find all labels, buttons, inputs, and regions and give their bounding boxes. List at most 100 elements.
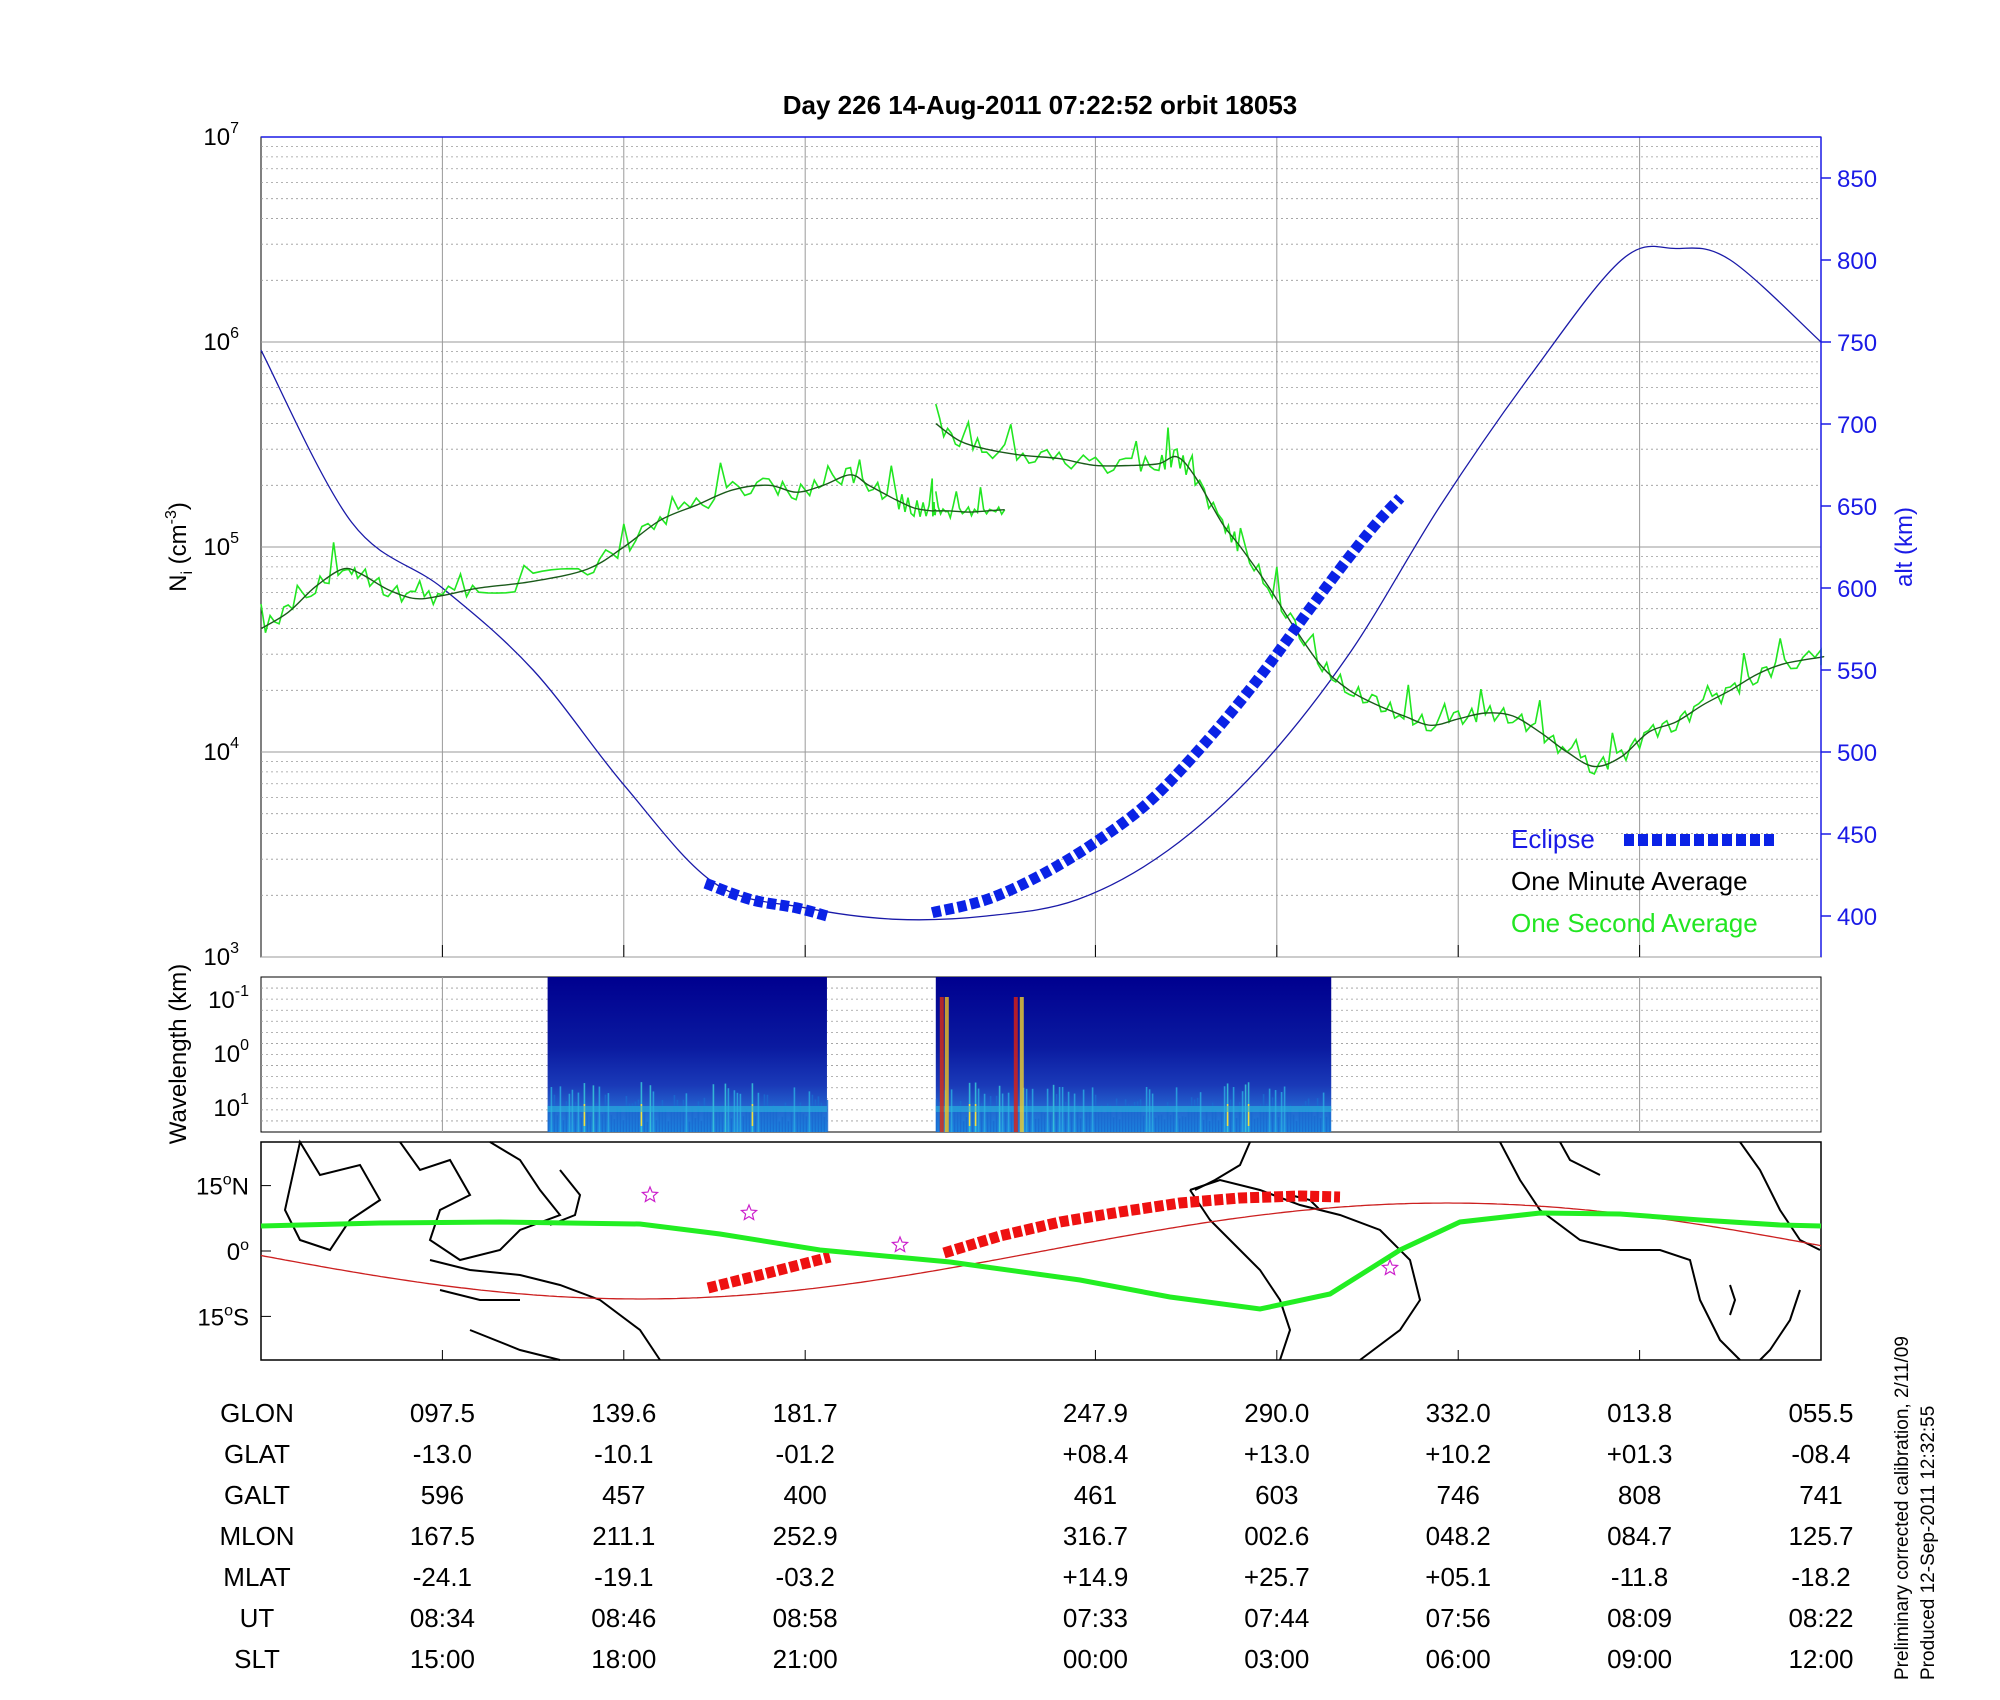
spectrogram-streak [745,1109,748,1132]
spectrogram-streak [935,1099,938,1132]
ytick-base: 10 [203,534,230,561]
spectrogram-streak [637,1099,640,1132]
spectrogram-streak [1088,1105,1091,1132]
spectrogram-streak [547,1105,550,1132]
lat-value: 15 [197,1304,224,1331]
ephemeris-cell: 125.7 [1788,1521,1853,1551]
ephemeris-cell: 603 [1255,1480,1298,1510]
spectrogram-hot [1247,1104,1250,1126]
ephemeris-cell: 06:00 [1426,1644,1491,1674]
coastline [1194,1141,1251,1191]
spectrogram-streak [658,1108,661,1132]
spectrogram-streak [787,1121,790,1132]
spectrogram-streak [697,1101,700,1132]
spectrogram-streak [1115,1098,1118,1132]
ephemeris-cell: -08.4 [1791,1439,1850,1469]
spectrogram-streak [1199,1092,1202,1132]
spectrogram-streak [802,1113,805,1132]
spectrogram-streak [709,1112,712,1132]
footnote-line2: Produced 12-Sep-2011 12:32:55 [1918,1406,1939,1680]
spectrogram-streak [634,1101,637,1132]
spectrogram-streak [1001,1093,1004,1132]
spectrogram-streak [1217,1120,1220,1132]
map-red-segment [942,1190,1341,1259]
legend-eclipse-label: Eclipse [1511,824,1595,854]
spectrogram-streak [694,1118,697,1132]
ephemeris-cell: -18.2 [1791,1562,1850,1592]
altitude-ylabel: alt (km) [1891,507,1918,587]
spectrogram-streak [685,1093,688,1132]
spectrogram-streak [1100,1104,1103,1132]
coastline [469,1329,561,1361]
spectrogram-streak [1124,1099,1127,1132]
spectrogram-streak [1028,1099,1031,1132]
spectrogram-streak [613,1119,616,1132]
density-ytick-label: 106 [203,325,239,356]
spectrogram-streak [790,1106,793,1132]
spectrogram-streak [1064,1102,1067,1132]
ephemeris-cell: 08:22 [1788,1603,1853,1633]
spectrogram-streak [1259,1104,1262,1132]
altitude-tick-label: 450 [1837,822,1877,849]
spectrogram-streak [983,1093,986,1132]
spectrogram-streak [1085,1106,1088,1132]
spectrogram-hot [1226,1104,1229,1126]
spectrogram-streak [1178,1118,1181,1132]
eclipse-line [930,494,1405,919]
altitude-line [260,245,1822,921]
spectrogram-streak [814,1099,817,1132]
spectrogram-streak [679,1110,682,1132]
spectrogram-streak [965,1117,968,1132]
spectrogram-streak [625,1096,628,1132]
coastline [439,1289,520,1301]
ylabel-main: N [165,575,192,592]
spectrogram-streak [1103,1112,1106,1132]
spectrogram-hot [640,1104,643,1126]
spectrogram-streak [1055,1094,1058,1132]
spectrogram-streak [1163,1119,1166,1132]
spectrogram-streak [1304,1101,1307,1132]
spectrogram-streak [1328,1107,1331,1132]
coastline [399,1141,562,1262]
spectrogram-streak [1325,1116,1328,1132]
spectrogram-band [547,1106,827,1112]
spectrogram-streak [1307,1098,1310,1132]
spectrogram-streak [742,1116,745,1132]
ytick-exp: 0 [240,1037,249,1054]
coastline [1559,1141,1601,1176]
coastline [1289,1194,1321,1211]
spectrogram-streak [1070,1107,1073,1132]
spectrogram-streak [739,1093,742,1132]
ytick-exp: 3 [230,940,239,957]
ytick-exp: 4 [230,735,239,752]
density-ytick-label: 105 [203,530,239,561]
spectrogram-streak [1208,1121,1211,1132]
spectrogram-hot-column [1013,997,1018,1132]
coastline [429,1259,661,1361]
spectrogram-streak [631,1103,634,1132]
spectrogram-hot-column [1019,997,1024,1132]
spectrogram-streak [1172,1109,1175,1132]
spectrogram-streak [1118,1119,1121,1132]
map-star-marker [1380,1258,1400,1276]
ephemeris-cell: 15:00 [410,1644,475,1674]
spectrogram-hot-column [939,997,944,1132]
spectrogram-streak [1007,1092,1010,1132]
ephemeris-row-label: UT [240,1603,275,1633]
ephemeris-cell: 07:44 [1244,1603,1309,1633]
spectrogram-streak [664,1107,667,1132]
coastline [283,1139,382,1252]
spectrogram-streak [553,1094,556,1132]
spectrogram-streak [1229,1099,1232,1132]
spectrogram-streak [1139,1099,1142,1132]
spectrogram-band [935,1106,1332,1112]
spectrogram-streak [688,1121,691,1132]
spectrogram-streak [589,1116,592,1132]
spectrogram-streak [1271,1097,1274,1132]
altitude-tick-label: 500 [1837,740,1877,767]
spectrogram-streak [601,1114,604,1132]
spectrogram-streak [1169,1115,1172,1132]
ylabel-end: ) [165,502,192,510]
map-star-marker [640,1185,660,1203]
